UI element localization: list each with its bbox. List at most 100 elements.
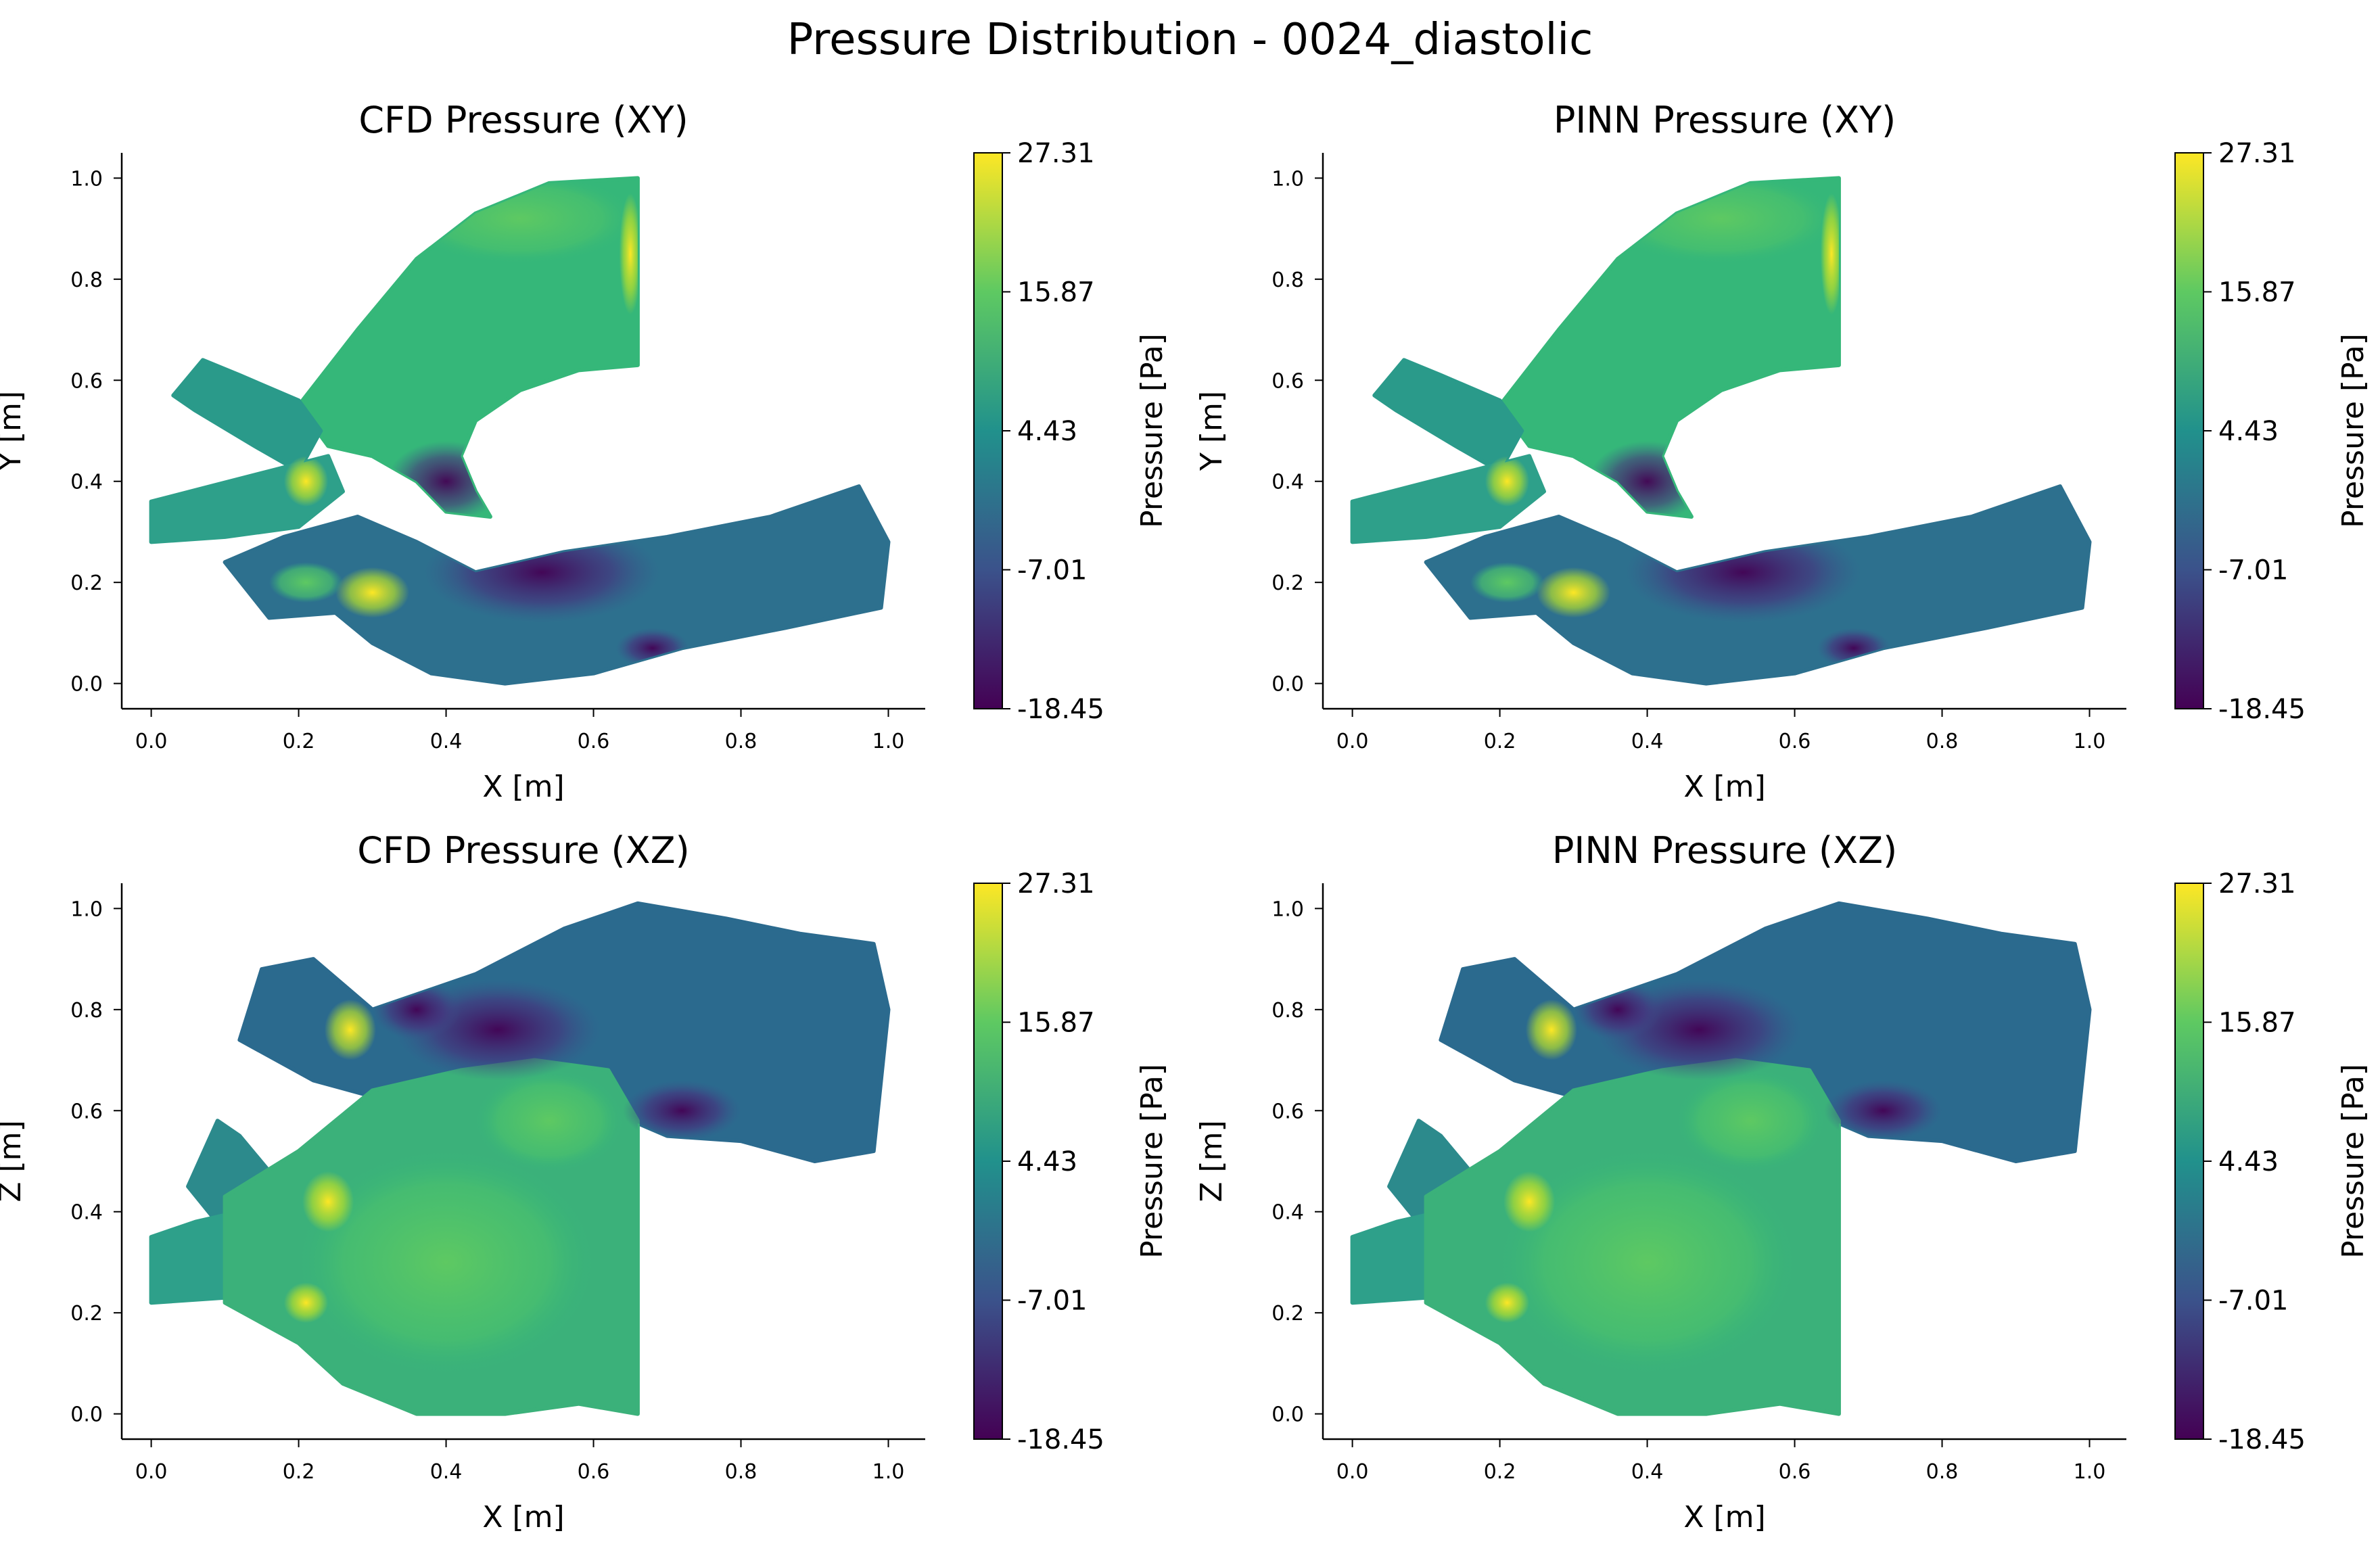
pressure-spot [335,567,410,618]
y-tick-label: 0.6 [1271,369,1304,393]
pressure-field [149,176,891,686]
colorbar-tick-label: 27.31 [1017,138,1095,169]
y-tick-label: 0.8 [1271,999,1304,1023]
y-tick-label: 0.0 [70,673,103,697]
colorbar-tick-label: 27.31 [1017,868,1095,899]
x-tick-label: 0.8 [725,730,757,753]
pressure-spot [1499,1151,1795,1374]
pressure-spot [1824,1080,1942,1142]
x-axis-label: X [m] [482,770,564,804]
colorbar-tick-label: 15.87 [2218,1008,2296,1039]
subplot-title: CFD Pressure (XZ) [357,829,689,872]
pressure-spot [619,193,642,315]
y-tick-label: 0.2 [1271,571,1304,595]
colorbar-gradient [2174,152,2204,709]
pressure-field [149,901,891,1416]
colorbar: 27.31 15.87 4.43 -7.01 -18.45 Pressure [Pa] [973,868,1169,1455]
y-tick-label: 0.8 [1271,268,1304,292]
pressure-spot [1603,178,1839,264]
pressure-spot [475,1070,624,1171]
colorbar-label: Pressure [Pa] [1135,333,1169,528]
x-tick-label: 0.0 [135,730,168,753]
colorbar-tick-label: 27.31 [2218,138,2296,169]
pressure-spot [1677,1070,1825,1171]
pressure-field [1350,176,2092,686]
x-tick-label: 0.2 [1484,1460,1516,1484]
y-tick-label: 1.0 [1271,167,1304,191]
x-tick-label: 0.6 [1779,730,1811,753]
subplot-pinn_xz: 0.0 0.2 0.4 0.6 0.8 1.0 0.0 0.2 0.4 0.6 0.8 1.0 PINN… [1194,829,2371,1535]
y-tick-label: 0.2 [1271,1302,1304,1326]
y-tick-label: 1.0 [70,167,103,191]
colorbar-tick-label: 15.87 [1017,1008,1095,1039]
y-tick-label: 0.0 [1271,673,1304,697]
colorbar-tick-label: -18.45 [1017,1424,1104,1455]
x-tick-label: 0.8 [1926,730,1959,753]
y-tick-label: 0.8 [70,999,103,1023]
x-tick-label: 1.0 [2074,730,2106,753]
y-tick-label: 0.8 [70,268,103,292]
x-tick-label: 0.2 [283,1460,315,1484]
x-axis-label: X [m] [482,1500,564,1535]
colorbar-tick-label: 27.31 [2218,868,2296,899]
pressure-variation [1485,979,1942,1374]
x-tick-label: 1.0 [872,1460,905,1484]
colorbar-gradient [2174,883,2204,1440]
colorbar-gradient [973,152,1003,709]
colorbar-tick-label: -7.01 [2218,555,2289,586]
subplot-title: PINN Pressure (XZ) [1552,829,1897,872]
x-tick-label: 0.4 [430,730,463,753]
colorbar: 27.31 15.87 4.43 -7.01 -18.45 Pressure [Pa] [2174,868,2371,1455]
pressure-spot [1525,999,1578,1060]
x-tick-label: 0.4 [430,1460,463,1484]
colorbar-tick-label: 15.87 [1017,277,1095,308]
pressure-spot [623,1080,741,1142]
colorbar-tick-label: 4.43 [1017,1146,1077,1177]
pressure-spot [1817,628,1891,669]
y-tick-label: 0.2 [70,1302,103,1326]
colorbar-tick-label: 4.43 [2218,1146,2279,1177]
pressure-spot [615,628,690,669]
y-tick-label: 0.4 [70,1201,103,1225]
subplot-pinn_xy: 0.0 0.2 0.4 0.6 0.8 1.0 0.0 0.2 0.4 0.6 0.8 1.0 PINN… [1194,99,2371,804]
x-tick-label: 1.0 [2074,1460,2106,1484]
x-tick-label: 0.0 [135,1460,168,1484]
x-axis-label: X [m] [1683,1500,1765,1535]
colorbar-label: Pressure [Pa] [1135,1064,1169,1259]
x-tick-label: 0.0 [1336,730,1369,753]
x-tick-label: 0.6 [578,1460,610,1484]
pressure-spot [402,178,638,264]
y-tick-label: 0.0 [70,1403,103,1427]
colorbar-label: Pressure [Pa] [2336,1064,2371,1259]
y-tick-label: 0.0 [1271,1403,1304,1427]
y-tick-label: 0.4 [70,471,103,494]
colorbar-tick-label: -7.01 [1017,555,1088,586]
pressure-spot [1573,979,1662,1040]
x-tick-label: 1.0 [872,730,905,753]
pressure-spot [1485,456,1530,507]
y-axis-label: Y [m] [1194,391,1229,471]
subplot-cfd_xy: 0.0 0.2 0.4 0.6 0.8 1.0 0.0 0.2 0.4 0.6 0.8 1.0 CFD … [0,99,1169,804]
x-tick-label: 0.6 [578,730,610,753]
colorbar-gradient [973,883,1003,1440]
colorbar-tick-label: -7.01 [1017,1286,1088,1317]
x-tick-label: 0.2 [283,730,315,753]
x-tick-label: 0.2 [1484,730,1516,753]
y-axis-label: Y [m] [0,391,28,471]
y-tick-label: 0.4 [1271,1201,1304,1225]
figure-title: Pressure Distribution - 0024_diastolic [787,15,1593,65]
y-tick-label: 0.6 [70,369,103,393]
colorbar-tick-label: -18.45 [2218,694,2306,725]
pressure-spot [283,1282,329,1324]
pressure-field [1350,901,2092,1416]
x-tick-label: 0.0 [1336,1460,1369,1484]
x-tick-label: 0.6 [1779,1460,1811,1484]
pressure-spot [1485,1282,1530,1324]
y-tick-label: 0.6 [1271,1100,1304,1123]
colorbar-tick-label: 4.43 [2218,416,2279,447]
colorbar-tick-label: -18.45 [2218,1424,2306,1455]
x-tick-label: 0.8 [725,1460,757,1484]
colorbar-tick-label: -18.45 [1017,694,1104,725]
colorbar-tick-label: 4.43 [1017,416,1077,447]
